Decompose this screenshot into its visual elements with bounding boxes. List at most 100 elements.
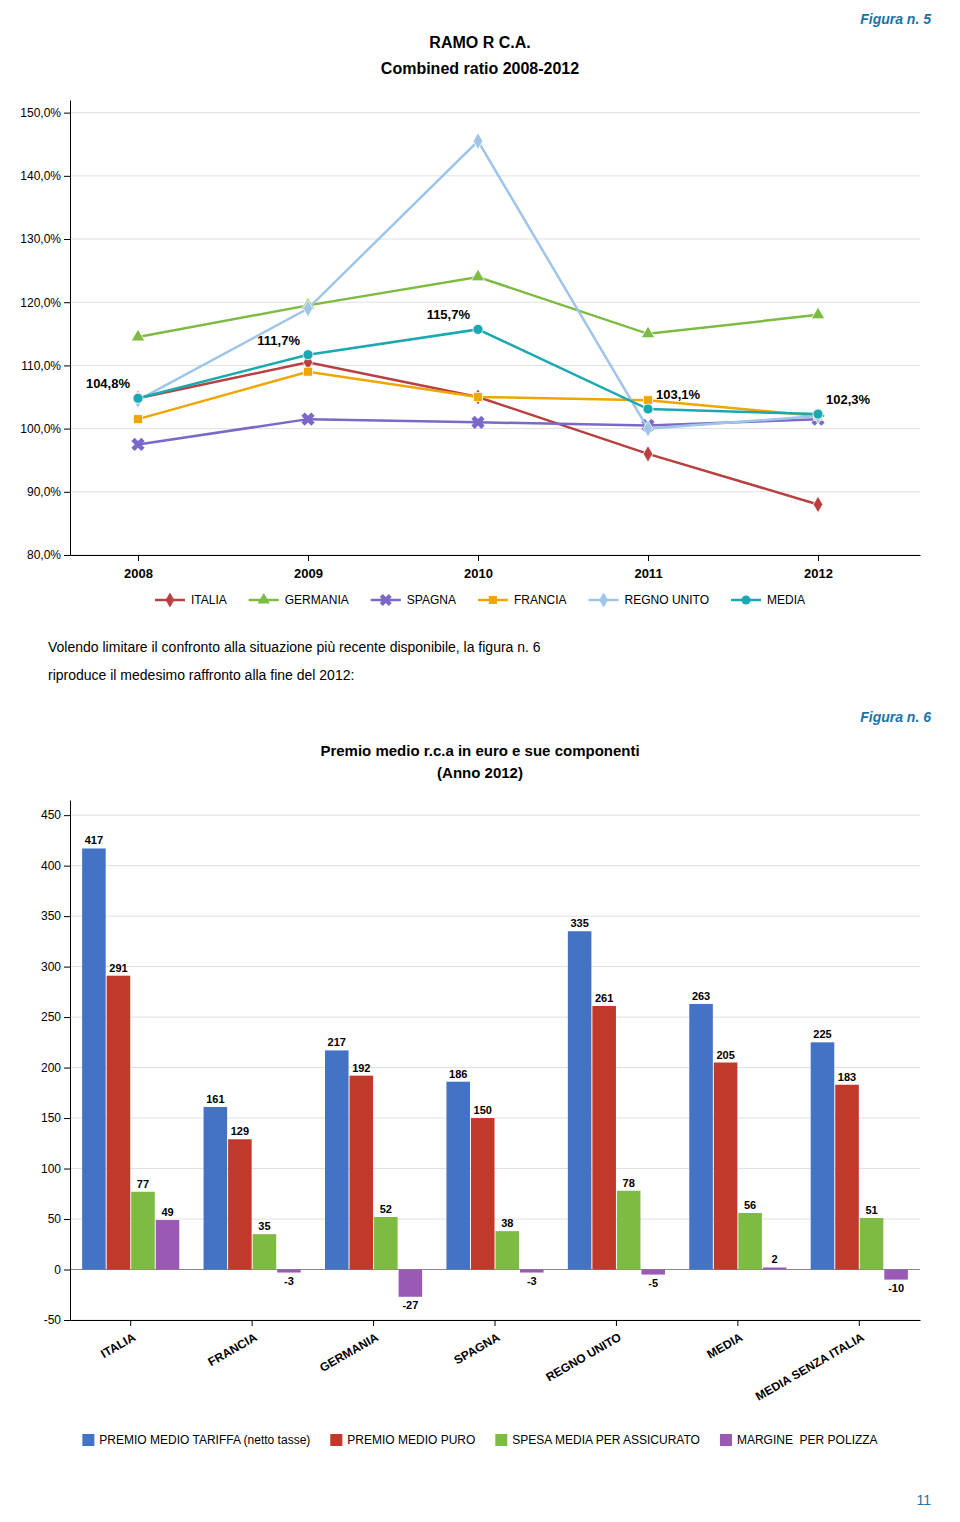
point — [131, 329, 145, 341]
tick-mark — [64, 1068, 70, 1069]
chart-subtitle: (Anno 2012) — [437, 764, 523, 781]
point — [128, 434, 148, 454]
tick-label: 90,0% — [27, 485, 61, 499]
tick-label: 120,0% — [20, 296, 61, 310]
bar-chart: -50050100150200250300350400450ITALIAFRAN… — [41, 801, 921, 1404]
point — [473, 389, 483, 406]
legend: PREMIO MEDIO TARIFFA (netto tasse)PREMIO… — [82, 1433, 877, 1447]
bar — [446, 1082, 470, 1270]
bar — [495, 1231, 519, 1269]
tick: 130,0% — [20, 232, 70, 246]
paragraph: Volendo limitare il confronto alla situa… — [48, 639, 541, 655]
tick: 300 — [41, 960, 70, 974]
point — [813, 408, 823, 425]
data-label: 261 — [595, 992, 613, 1004]
point — [471, 269, 485, 281]
legend-item: REGNO UNITO — [589, 592, 709, 607]
data-label: -10 — [888, 1282, 904, 1294]
tick-mark — [64, 1320, 70, 1321]
data-label: 49 — [161, 1206, 173, 1218]
tick-mark — [64, 866, 70, 867]
tick: 350 — [41, 909, 70, 923]
page: RAMO R C.A.Combined ratio 2008-2012Figur… — [0, 0, 960, 1522]
grid-line — [70, 1219, 920, 1220]
bar — [156, 1220, 180, 1269]
tick-mark — [64, 302, 70, 303]
tick: 0 — [54, 1263, 70, 1277]
series-line — [138, 277, 818, 337]
plot-area — [128, 133, 828, 513]
legend-item: GERMANIA — [249, 593, 349, 607]
legend-marker — [166, 592, 175, 607]
tick-label: 2011 — [634, 566, 662, 581]
chart-title: Premio medio r.c.a in euro e sue compone… — [320, 742, 639, 759]
grid-line — [70, 1269, 920, 1270]
legend-swatch — [82, 1434, 94, 1446]
tick-mark — [495, 1320, 496, 1326]
tick: 2012 — [804, 555, 833, 581]
line-chart: 80,0%90,0%100,0%110,0%120,0%130,0%140,0%… — [20, 101, 920, 582]
axis-line — [71, 555, 921, 556]
tick-mark — [64, 967, 70, 968]
data-label: -3 — [284, 1275, 294, 1287]
bar — [277, 1270, 301, 1273]
tick: 100,0% — [20, 422, 70, 436]
point — [643, 446, 653, 463]
data-label: 225 — [813, 1028, 831, 1040]
legend-label: MEDIA — [767, 593, 805, 607]
data-label: 78 — [623, 1177, 635, 1189]
grid-line — [70, 112, 920, 113]
tick-mark — [818, 555, 819, 561]
data-label: 56 — [744, 1199, 756, 1211]
bar — [399, 1270, 423, 1297]
tick-label: 350 — [41, 909, 61, 923]
point — [303, 300, 313, 317]
point — [813, 409, 823, 419]
tick-mark — [64, 1017, 70, 1018]
grid — [70, 113, 920, 555]
legend-label: SPESA MEDIA PER ASSICURATO — [512, 1433, 700, 1447]
data-label: 335 — [570, 917, 588, 929]
bar — [204, 1107, 228, 1270]
legend-item: ITALIA — [155, 592, 227, 607]
legend-item: MEDIA — [731, 593, 805, 607]
tick: 450 — [41, 808, 70, 822]
tick-mark — [138, 555, 139, 561]
data-labels: 4171612171863352632252911291921502612051… — [85, 834, 904, 1310]
tick-label: 150 — [41, 1111, 61, 1125]
legend-label: SPAGNA — [407, 593, 456, 607]
tick-label: 130,0% — [20, 232, 61, 246]
tick-label: 0 — [54, 1263, 61, 1277]
legend-marker — [489, 596, 497, 604]
bar-series — [131, 1191, 883, 1270]
legend-marker — [741, 595, 750, 604]
legend-label: ITALIA — [191, 593, 227, 607]
bar — [641, 1270, 665, 1275]
point — [303, 350, 313, 360]
grid-line — [70, 815, 920, 816]
point — [298, 409, 318, 429]
data-label: -3 — [527, 1275, 537, 1287]
grid-line — [70, 302, 920, 303]
tick-label: 2010 — [464, 566, 493, 581]
tick-mark — [859, 1320, 860, 1326]
point — [304, 367, 313, 376]
legend-marker — [258, 593, 270, 604]
tick-label: 50 — [48, 1212, 62, 1226]
tick-mark — [64, 1118, 70, 1119]
point — [644, 396, 653, 405]
point — [643, 420, 653, 437]
tick-mark — [308, 555, 309, 561]
data-label: 102,3% — [826, 392, 871, 407]
data-label: 186 — [449, 1068, 467, 1080]
tick: 2011 — [634, 555, 662, 581]
tick-label: 2009 — [294, 566, 323, 581]
grid-line — [70, 365, 920, 366]
tick: 2008 — [124, 555, 153, 581]
data-labels: 104,8%111,7%115,7%103,1%102,3% — [86, 307, 871, 407]
bar — [714, 1063, 738, 1270]
data-label: -5 — [648, 1277, 658, 1289]
tick-label: 110,0% — [21, 359, 61, 373]
tick-label: 400 — [41, 859, 61, 873]
tick-label: 140,0% — [20, 169, 61, 183]
